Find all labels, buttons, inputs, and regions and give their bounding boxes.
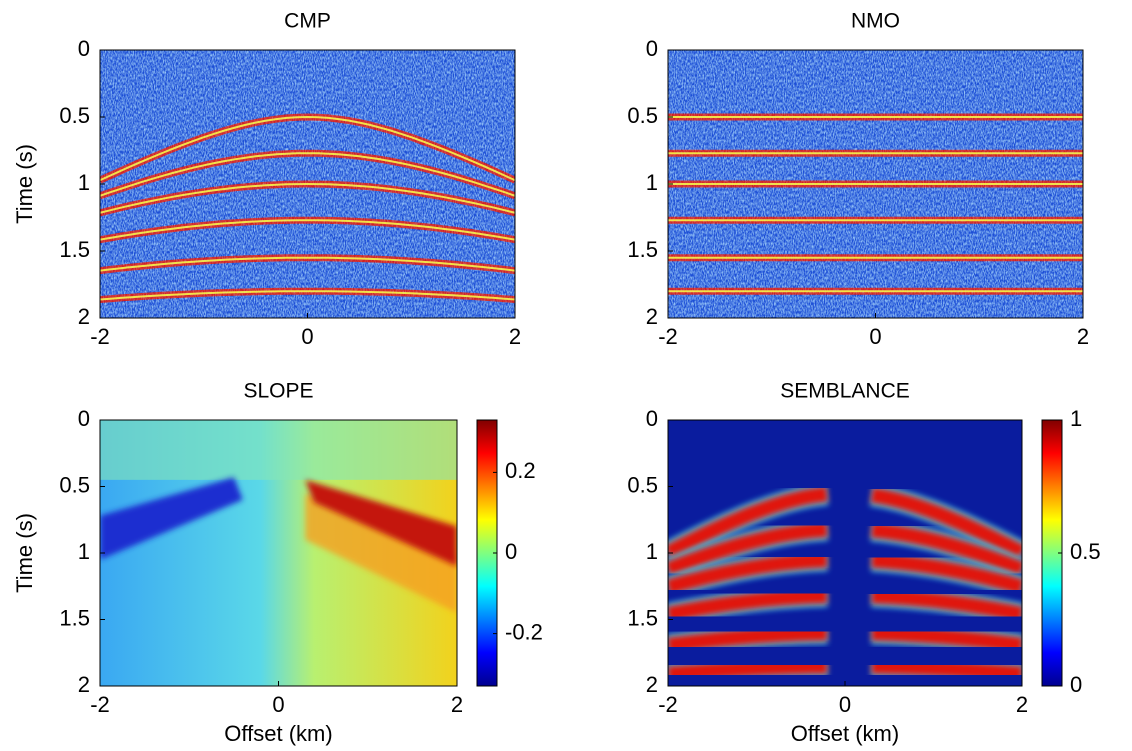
event <box>871 625 1022 654</box>
y-tick-label: 0 <box>646 406 658 431</box>
event <box>668 486 829 560</box>
colorbar-tick-label: 0 <box>505 539 517 564</box>
event <box>668 658 828 683</box>
y-tick-label: 1.5 <box>627 237 658 262</box>
event <box>871 552 1022 595</box>
y-tick-label: 2 <box>646 672 658 697</box>
band-neg <box>100 477 243 560</box>
event <box>870 487 1022 560</box>
colorbar-tick-label: 0.5 <box>1070 539 1101 564</box>
y-tick-label: 0.5 <box>59 103 90 128</box>
x-axis-label: Offset (km) <box>224 721 332 746</box>
x-tick-label: -2 <box>658 692 678 717</box>
band-pos2 <box>305 493 457 613</box>
band-pos <box>305 479 457 567</box>
image <box>100 420 457 686</box>
y-axis-label: Time (s) <box>12 144 37 224</box>
x-tick-label: 2 <box>509 324 521 349</box>
x-tick-label: -2 <box>90 324 110 349</box>
y-tick-label: 2 <box>646 304 658 329</box>
y-tick-label: 1 <box>646 170 658 195</box>
y-tick-label: 1.5 <box>59 605 90 630</box>
panel-title: SLOPE <box>243 380 313 403</box>
y-tick-label: 2 <box>78 304 90 329</box>
panel-title: CMP <box>284 10 331 33</box>
event <box>668 521 828 577</box>
y-tick-label: 1.5 <box>59 237 90 262</box>
event <box>668 624 828 654</box>
x-tick-label: -2 <box>658 324 678 349</box>
panel-title: SEMBLANCE <box>780 380 910 403</box>
colorbar-tick-label: 0.2 <box>505 458 536 483</box>
x-tick-label: 0 <box>272 692 284 717</box>
y-tick-label: 0.5 <box>59 472 90 497</box>
colorbar-tick-label: 1 <box>1070 406 1082 431</box>
event <box>668 587 828 623</box>
event <box>871 658 1022 683</box>
panel-title: NMO <box>851 10 900 33</box>
x-tick-label: 2 <box>1016 692 1028 717</box>
event <box>871 588 1022 623</box>
x-tick-label: -2 <box>90 692 110 717</box>
x-tick-label: 0 <box>869 324 881 349</box>
event <box>870 522 1022 578</box>
image <box>100 50 515 318</box>
y-tick-label: 1 <box>646 539 658 564</box>
colorbar-tick-label: 0 <box>1070 672 1082 697</box>
top-zone <box>100 420 457 480</box>
x-tick-label: 2 <box>1077 324 1089 349</box>
image <box>668 420 1022 686</box>
y-tick-label: 1.5 <box>627 605 658 630</box>
y-tick-label: 0.5 <box>627 103 658 128</box>
noise <box>668 50 1083 318</box>
x-tick-label: 2 <box>451 692 463 717</box>
y-tick-label: 0 <box>78 36 90 61</box>
y-tick-label: 2 <box>78 672 90 697</box>
y-tick-label: 0 <box>78 406 90 431</box>
y-tick-label: 0 <box>646 36 658 61</box>
x-tick-label: 0 <box>301 324 313 349</box>
colorbar-tick-label: -0.2 <box>505 619 543 644</box>
noise <box>100 50 515 318</box>
image <box>668 50 1083 318</box>
event <box>668 552 828 595</box>
y-tick-label: 1 <box>78 170 90 195</box>
y-tick-label: 1 <box>78 539 90 564</box>
y-axis-label: Time (s) <box>12 513 37 593</box>
x-axis-label: Offset (km) <box>791 721 899 746</box>
y-tick-label: 0.5 <box>627 472 658 497</box>
x-tick-label: 0 <box>839 692 851 717</box>
